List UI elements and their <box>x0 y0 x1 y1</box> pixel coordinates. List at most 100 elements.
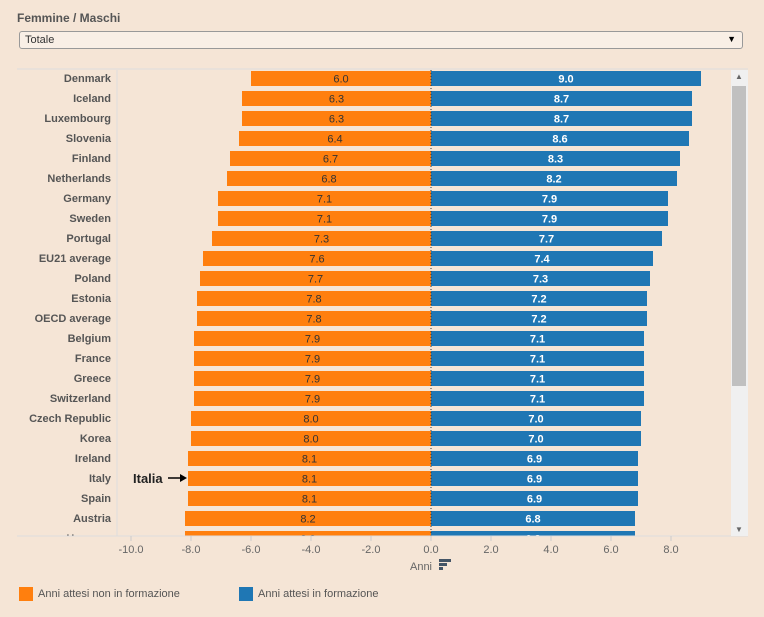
bar-blue[interactable] <box>431 91 692 106</box>
data-label-orange: 8.0 <box>303 434 318 446</box>
data-label-blue: 6.8 <box>525 534 540 546</box>
category-label: Netherlands <box>47 173 111 185</box>
bar-orange[interactable] <box>197 311 431 326</box>
bar-orange[interactable] <box>212 231 431 246</box>
bar-blue[interactable] <box>431 331 644 346</box>
bar-blue[interactable] <box>431 531 635 546</box>
bar-blue[interactable] <box>431 311 647 326</box>
category-label: Hungary <box>66 533 112 545</box>
data-label-orange: 8.2 <box>300 534 315 546</box>
bar-orange[interactable] <box>242 111 431 126</box>
bar-blue[interactable] <box>431 471 638 486</box>
data-label-orange: 7.9 <box>305 334 320 346</box>
category-label: Iceland <box>73 93 111 105</box>
category-label: Czech Republic <box>29 413 111 425</box>
bar-blue[interactable] <box>431 291 647 306</box>
category-label: Greece <box>74 373 111 385</box>
data-label-blue: 7.1 <box>530 394 545 406</box>
x-tick-label: 6.0 <box>603 544 618 556</box>
scroll-thumb[interactable] <box>732 86 746 386</box>
data-label-blue: 8.2 <box>546 174 561 186</box>
bar-blue[interactable] <box>431 131 689 146</box>
x-tick-label: -6.0 <box>242 544 261 556</box>
x-axis-label: Anni <box>410 561 432 573</box>
data-label-orange: 8.1 <box>302 454 317 466</box>
bar-orange[interactable] <box>188 491 431 506</box>
bar-blue[interactable] <box>431 211 668 226</box>
data-label-blue: 6.9 <box>527 494 542 506</box>
category-label: Slovenia <box>66 133 112 145</box>
data-label-orange: 6.0 <box>333 74 348 86</box>
bar-blue[interactable] <box>431 351 644 366</box>
bar-orange[interactable] <box>191 431 431 446</box>
bar-orange[interactable] <box>194 351 431 366</box>
bar-blue[interactable] <box>431 511 635 526</box>
bar-blue[interactable] <box>431 251 653 266</box>
category-label: OECD average <box>35 313 111 325</box>
category-label: Italy <box>89 473 112 485</box>
bar-blue[interactable] <box>431 391 644 406</box>
data-label-orange: 8.0 <box>303 414 318 426</box>
bar-orange[interactable] <box>188 451 431 466</box>
data-label-orange: 6.3 <box>329 94 344 106</box>
data-label-blue: 6.8 <box>525 514 540 526</box>
bar-orange[interactable] <box>194 391 431 406</box>
bar-orange[interactable] <box>230 151 431 166</box>
bar-blue[interactable] <box>431 151 680 166</box>
bar-blue[interactable] <box>431 431 641 446</box>
data-label-orange: 7.6 <box>309 254 324 266</box>
data-label-orange: 7.1 <box>317 214 332 226</box>
bar-orange[interactable] <box>251 71 431 86</box>
bar-blue[interactable] <box>431 491 638 506</box>
data-label-blue: 6.9 <box>527 454 542 466</box>
bar-orange[interactable] <box>203 251 431 266</box>
bar-orange[interactable] <box>188 471 431 486</box>
category-label: Austria <box>73 513 112 525</box>
bar-blue[interactable] <box>431 451 638 466</box>
x-tick-label: -8.0 <box>182 544 201 556</box>
bar-orange[interactable] <box>242 91 431 106</box>
bar-orange[interactable] <box>185 511 431 526</box>
bar-orange[interactable] <box>239 131 431 146</box>
x-tick-label: -10.0 <box>118 544 143 556</box>
bar-blue[interactable] <box>431 271 650 286</box>
bar-orange[interactable] <box>200 271 431 286</box>
bar-orange[interactable] <box>185 531 431 546</box>
bar-blue[interactable] <box>431 371 644 386</box>
sort-icon[interactable] <box>439 559 451 570</box>
bar-blue[interactable] <box>431 171 677 186</box>
bar-blue[interactable] <box>431 231 662 246</box>
scroll-up-icon[interactable]: ▲ <box>735 72 743 81</box>
data-label-blue: 8.7 <box>554 114 569 126</box>
bar-blue[interactable] <box>431 191 668 206</box>
bar-blue[interactable] <box>431 411 641 426</box>
legend-item-blue[interactable]: Anni attesi in formazione <box>239 587 378 601</box>
category-label: Finland <box>72 153 111 165</box>
scroll-down-icon[interactable]: ▼ <box>735 525 743 534</box>
data-label-blue: 8.3 <box>548 154 563 166</box>
bar-orange[interactable] <box>227 171 431 186</box>
bar-orange[interactable] <box>218 211 431 226</box>
data-label-blue: 9.0 <box>558 74 573 86</box>
data-label-blue: 8.6 <box>552 134 567 146</box>
gender-dropdown[interactable]: Totale ▼ <box>19 31 743 49</box>
bar-blue[interactable] <box>431 111 692 126</box>
bar-orange[interactable] <box>194 331 431 346</box>
data-label-orange: 6.4 <box>327 134 342 146</box>
bar-orange[interactable] <box>218 191 431 206</box>
legend-item-orange[interactable]: Anni attesi non in formazione <box>19 587 180 601</box>
data-label-orange: 7.9 <box>305 394 320 406</box>
scrollbar[interactable]: ▲ ▼ <box>731 70 748 536</box>
bar-blue[interactable] <box>431 71 701 86</box>
bar-orange[interactable] <box>197 291 431 306</box>
data-label-orange: 6.7 <box>323 154 338 166</box>
data-label-orange: 7.3 <box>314 234 329 246</box>
category-label: Luxembourg <box>44 113 111 125</box>
bar-orange[interactable] <box>191 411 431 426</box>
data-label-blue: 7.1 <box>530 354 545 366</box>
category-label: EU21 average <box>39 253 111 265</box>
data-label-blue: 6.9 <box>527 474 542 486</box>
x-tick-label: -4.0 <box>302 544 321 556</box>
bar-orange[interactable] <box>194 371 431 386</box>
x-tick-label: 4.0 <box>543 544 558 556</box>
